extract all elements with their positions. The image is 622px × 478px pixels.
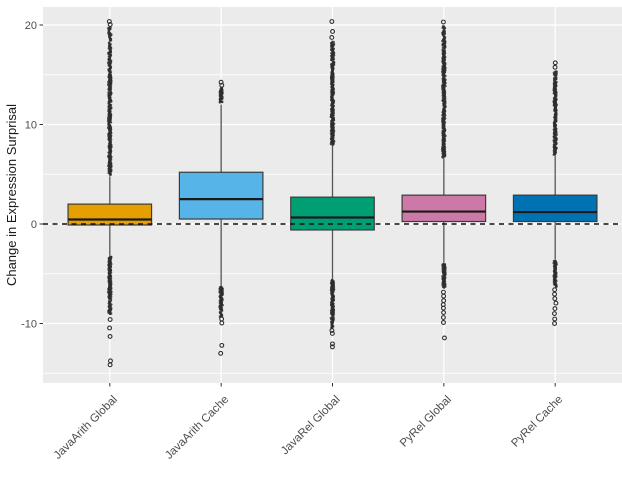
outlier-point <box>552 296 558 302</box>
outlier-point <box>553 300 559 306</box>
box-group <box>67 19 153 368</box>
outlier-point <box>555 70 558 73</box>
outlier-point <box>219 82 225 88</box>
outlier-point <box>220 87 223 90</box>
outlier-point <box>331 40 334 43</box>
outlier-point <box>329 41 333 45</box>
y-tick-label: -10 <box>21 319 37 331</box>
outlier-point <box>107 91 110 94</box>
outlier-point <box>552 321 557 326</box>
outlier-point <box>220 285 223 288</box>
outlier-point <box>442 49 446 52</box>
outlier-point <box>329 328 335 333</box>
outlier-point <box>329 331 335 336</box>
outlier-point <box>330 88 333 91</box>
outlier-point <box>107 333 113 339</box>
outlier-point <box>107 260 111 263</box>
boxplot-series <box>67 19 598 368</box>
box-group <box>178 79 264 356</box>
outlier-point <box>329 34 335 40</box>
outlier-point <box>110 53 113 57</box>
x-tick-label: JavaRel Global <box>279 394 343 458</box>
outlier-point <box>551 311 557 316</box>
outlier-point <box>443 263 447 267</box>
outlier-point <box>330 341 335 347</box>
outlier-point <box>330 278 334 282</box>
outlier-point <box>110 61 113 64</box>
x-tick-label: JavaArith Cache <box>163 394 231 462</box>
outlier-point <box>552 60 558 66</box>
outlier-point <box>440 315 446 320</box>
outlier-point <box>441 335 447 341</box>
outlier-point <box>440 305 446 311</box>
outlier-point <box>441 293 447 299</box>
outlier-point <box>554 259 557 263</box>
outlier-point <box>107 317 113 322</box>
outlier-point <box>552 306 558 312</box>
outlier-point <box>108 299 111 303</box>
outlier-point <box>218 350 224 356</box>
outlier-point <box>553 273 556 276</box>
outlier-point <box>109 43 112 46</box>
iqr-box <box>512 194 598 223</box>
outlier-point <box>107 325 113 331</box>
outlier-point <box>330 29 336 34</box>
x-tick-label: PyRel Global <box>398 394 454 450</box>
outlier-point <box>332 60 336 64</box>
outlier-point <box>108 41 111 44</box>
outlier-point <box>218 79 224 85</box>
outlier-point <box>440 19 446 25</box>
outlier-point <box>441 24 444 27</box>
outlier-point <box>552 64 558 70</box>
outlier-point <box>219 320 225 326</box>
box-group <box>290 19 375 350</box>
outlier-point <box>441 310 447 316</box>
y-axis-title: Change in Expression Surprisal <box>4 104 19 286</box>
outlier-point <box>552 291 558 297</box>
outlier-point <box>552 139 556 142</box>
y-tick-label: 10 <box>25 120 37 132</box>
outlier-point <box>219 342 225 348</box>
outlier-point <box>552 287 558 293</box>
outlier-point <box>106 19 112 24</box>
x-tick-label: JavaArith Global <box>52 394 120 462</box>
y-tick-label: 0 <box>31 219 37 231</box>
outlier-point <box>110 299 113 302</box>
outlier-point <box>108 255 112 259</box>
outlier-point <box>219 310 223 314</box>
iqr-box <box>67 203 153 226</box>
outlier-point <box>441 320 446 325</box>
box-group <box>401 19 487 341</box>
outlier-point <box>552 316 558 322</box>
outlier-point <box>329 344 335 350</box>
x-tick-label: PyRel Cache <box>509 394 565 450</box>
iqr-box <box>290 196 375 231</box>
box-group <box>512 60 598 326</box>
outlier-point <box>331 315 334 318</box>
y-tick-label: 20 <box>25 20 37 32</box>
iqr-box <box>178 171 264 220</box>
iqr-box <box>401 194 487 223</box>
outlier-point <box>329 19 335 24</box>
outlier-point <box>107 22 113 27</box>
outlier-point <box>107 362 113 368</box>
